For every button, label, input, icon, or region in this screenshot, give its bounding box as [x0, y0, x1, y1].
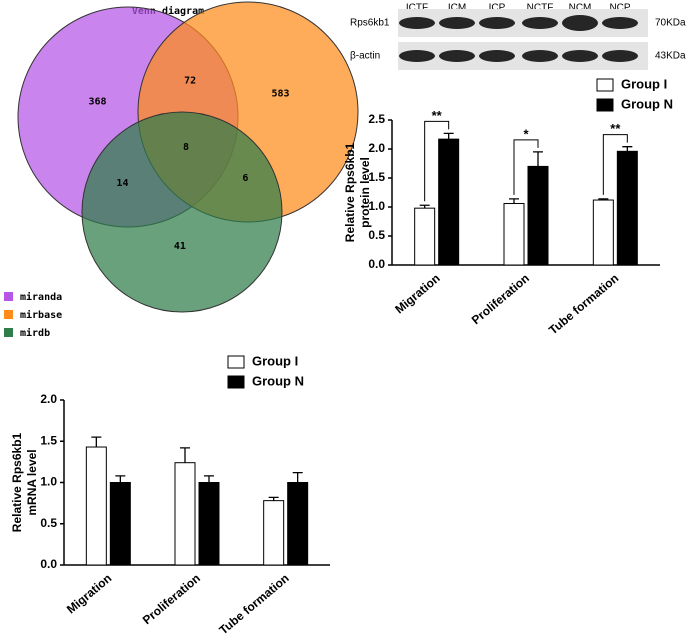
- bar: [616, 150, 638, 266]
- venn-count: 41: [174, 241, 186, 252]
- error-bar: [509, 198, 519, 204]
- legend-label: Group I: [621, 76, 667, 91]
- error-bar: [598, 198, 609, 201]
- legend-swatch: [227, 355, 245, 369]
- error-bar: [622, 146, 633, 152]
- venn-count: 583: [272, 89, 290, 100]
- y-tick-label: 2.0: [368, 141, 385, 155]
- y-axis-label: mRNA level: [25, 449, 39, 515]
- y-tick-label: 0.5: [368, 228, 385, 242]
- lane-label: NCP: [609, 3, 630, 14]
- y-tick-label: 0.0: [368, 257, 385, 271]
- bar: [287, 482, 309, 566]
- blot-band: [602, 50, 638, 62]
- blot-band: [522, 17, 558, 29]
- lane-label: NCM: [569, 3, 592, 14]
- row-label: β-actin: [350, 51, 380, 62]
- x-tick-label: Migration: [64, 571, 114, 616]
- lane-label: ICTF: [406, 3, 428, 14]
- legend-label: mirbase: [20, 309, 62, 321]
- error-bar: [180, 447, 190, 463]
- venn-count: 72: [184, 75, 196, 86]
- blot-band: [602, 17, 638, 29]
- bar: [527, 165, 549, 266]
- y-axis-label: Relative Rps6kb1: [343, 142, 357, 242]
- bar: [198, 482, 220, 566]
- venn-count: 8: [183, 142, 189, 153]
- significance-bracket: [602, 134, 628, 195]
- y-tick-label: 1.5: [368, 170, 385, 184]
- legend-label: mirdb: [20, 327, 50, 339]
- y-tick-label: 2.0: [40, 392, 57, 406]
- significance-label: *: [523, 126, 529, 141]
- error-bar: [533, 151, 543, 167]
- y-tick-label: 1.5: [40, 433, 57, 447]
- venn-count: 6: [242, 173, 248, 184]
- blot-band: [522, 50, 558, 62]
- y-tick-label: 0.0: [40, 557, 57, 571]
- y-tick-label: 1.0: [40, 475, 57, 489]
- error-bar: [443, 132, 454, 140]
- significance-bracket: [513, 139, 539, 195]
- error-bar: [204, 475, 214, 483]
- lane-label: NCTF: [527, 3, 554, 14]
- x-tick-label: Tube formation: [546, 271, 621, 337]
- lane-label: ICP: [489, 3, 506, 14]
- y-axis-label: Relative Rps6kb1: [10, 432, 24, 532]
- significance-label: **: [610, 121, 621, 136]
- venn-count: 14: [116, 178, 128, 189]
- legend-swatch: [596, 78, 614, 92]
- size-label: 43KDa: [655, 51, 686, 62]
- significance-bracket: [424, 120, 450, 202]
- y-axis-label: protein level: [358, 157, 372, 228]
- lane-label: ICM: [448, 3, 466, 14]
- bar: [109, 482, 131, 566]
- x-tick-label: Migration: [392, 271, 442, 316]
- error-bar: [419, 204, 430, 209]
- bar: [592, 199, 614, 266]
- legend-swatch: [4, 310, 13, 319]
- legend-swatch: [596, 98, 614, 112]
- error-bar: [115, 475, 126, 483]
- blot-band: [562, 50, 598, 62]
- bar: [438, 138, 460, 266]
- legend-swatch: [227, 375, 245, 389]
- error-bar: [268, 496, 279, 501]
- blot-band: [479, 50, 515, 62]
- bar: [503, 203, 525, 266]
- venn-count: 368: [89, 96, 107, 107]
- error-bar: [91, 436, 102, 448]
- blot-band: [562, 15, 598, 31]
- blot-band: [439, 17, 475, 29]
- venn-set: [81, 111, 283, 313]
- row-label: Rps6kb1: [350, 18, 390, 29]
- bar: [174, 462, 196, 566]
- legend-label: miranda: [20, 291, 62, 303]
- blot-band: [399, 50, 435, 62]
- legend-label: Group N: [621, 96, 673, 111]
- x-tick-label: Tube formation: [216, 571, 291, 637]
- significance-label: **: [432, 108, 443, 123]
- legend-label: Group I: [252, 353, 298, 368]
- y-tick-label: 2.5: [368, 112, 385, 126]
- bar: [263, 500, 285, 566]
- bar: [414, 207, 436, 266]
- legend-swatch: [4, 328, 13, 337]
- x-tick-label: Proliferation: [140, 571, 203, 627]
- y-tick-label: 0.5: [40, 516, 57, 530]
- bar: [85, 446, 107, 566]
- y-tick-label: 1.0: [368, 199, 385, 213]
- blot-band: [479, 17, 515, 29]
- size-label: 70KDa: [655, 18, 686, 29]
- x-tick-label: Proliferation: [469, 271, 532, 327]
- legend-label: Group N: [252, 373, 304, 388]
- error-bar: [292, 471, 303, 483]
- legend-swatch: [4, 292, 13, 301]
- blot-band: [439, 50, 475, 62]
- blot-band: [399, 17, 435, 29]
